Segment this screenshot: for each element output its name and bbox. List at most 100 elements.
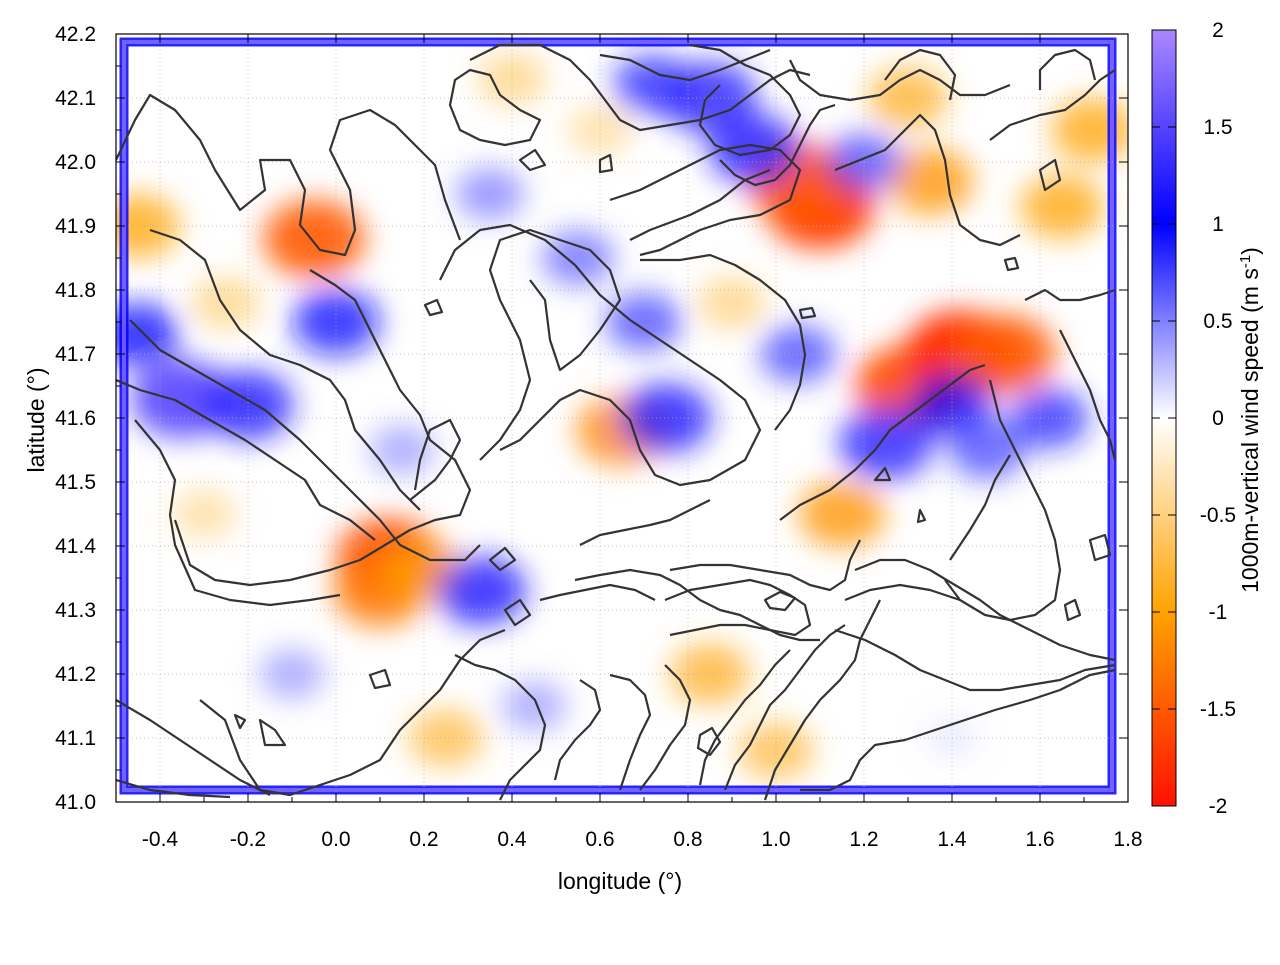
colorbar-label-end: ) [1237,247,1263,255]
x-tick-label: -0.2 [230,828,266,851]
terrain-contour [518,148,547,172]
terrain-contour [134,419,341,607]
terrain-contour [448,68,542,147]
field-feature [697,276,767,330]
field-feature [191,276,261,330]
field-feature [708,114,800,184]
colorbar-tick-label: -2 [1209,795,1228,818]
x-tick-label: 0.2 [409,828,438,851]
y-tick-label: 41.3 [55,599,96,622]
field-blobs [116,52,1128,780]
terrain-contour [173,269,472,587]
y-axis-label: latitude (°) [23,367,49,472]
field-feature [620,383,712,453]
x-tick-label: 0.6 [585,828,614,851]
x-tick-label: 1.4 [937,828,967,851]
terrain-contour [696,726,722,757]
x-tick-label: -0.4 [142,828,179,851]
terrain-contour [639,664,692,791]
terrain-contour [539,583,656,602]
colorbar-label-main: 1000m-vertical wind speed (m s [1237,268,1263,593]
terrain-contour [574,568,820,642]
terrain-contour [258,718,287,747]
field-feature [116,302,180,367]
y-tick-label: 41.7 [55,343,96,366]
terrain-contour [454,654,547,801]
terrain-contour [599,48,771,82]
x-tick-label: 1.6 [1025,828,1054,851]
colorbar-tick-label: 0 [1212,407,1224,430]
y-tick-label: 41.9 [55,215,96,238]
colorbar-tick-label: 0.5 [1203,310,1232,333]
terrain-contour [503,598,532,627]
field-feature [910,373,994,438]
terrain-contour [598,153,614,174]
colorbar-tick-label: 1.5 [1203,116,1232,139]
x-axis-label: longitude (°) [558,868,682,894]
terrain-contour [669,539,861,592]
x-tick-label: 0.0 [321,828,350,851]
terrain-contour [884,48,957,101]
x-tick-label: 0.4 [497,828,527,851]
terrain-contour [1038,48,1097,90]
terrain-contour [689,43,802,157]
terrain-contour [1038,158,1062,192]
field-feature [501,681,567,731]
x-tick-label: 0.8 [673,828,702,851]
terrain-contour [1003,256,1020,272]
terrain-contour [129,319,481,562]
field-feature [949,420,1026,480]
colorbar-label: 1000m-vertical wind speed (m s-1) [1237,247,1264,593]
field-feature [455,167,525,221]
colorbar-tick-label: 1 [1212,213,1224,236]
x-tick-label: 1.8 [1113,828,1142,851]
terrain-contour [629,168,771,241]
field-feature [670,643,750,705]
terrain-contour [698,649,791,786]
field-feature [606,292,682,352]
colorbar-ticks: 2 1.5 1 0.5 0 -0.5 -1 -1.5 -2 [1152,19,1236,818]
terrain-contour [479,228,622,461]
terrain-contour [579,499,711,546]
colorbar: 2 1.5 1 0.5 0 -0.5 -1 -1.5 -2 1000m-vertical win… [1151,19,1264,818]
terrain-contour [609,143,802,257]
terrain-contour [1024,288,1116,302]
terrain-contour [719,103,836,187]
colorbar-tick-label: -1.5 [1200,698,1236,721]
terrain-contour [149,228,421,511]
terrain-contour [116,699,271,796]
terrain-contour [800,668,1116,792]
terrain-contour [789,59,1011,102]
colorbar-label-sup: -1 [1237,255,1254,268]
terrain-contour [763,590,797,612]
terrain-contour [1059,329,1117,461]
boundary-frame-inner [122,40,1114,792]
terrain-contour [368,668,392,690]
terrain-contour [779,363,986,521]
colorbar-tick-label: 2 [1212,19,1224,42]
terrain-contour [873,466,892,482]
terrain-contour [763,599,881,801]
terrain-contour [423,298,444,317]
y-tick-label: 42.2 [55,23,96,46]
terrain-contour [834,113,1021,247]
terrain-contour [640,253,807,431]
terrain-contour [854,558,1116,662]
terrain-contour [916,508,927,524]
terrain-contour [199,628,506,797]
y-tick-label: 41.8 [55,279,96,302]
terrain-contour [609,673,652,791]
terrain-contour [798,306,817,320]
colorbar-tick-label: -0.5 [1200,504,1236,527]
colorbar-tick-label: -1 [1209,601,1228,624]
terrain-contour [989,69,1116,141]
field-feature [369,425,435,475]
field-feature [116,194,180,258]
field-feature [1051,98,1128,162]
field-feature [760,324,836,384]
y-tick-label: 41.0 [55,791,96,814]
y-tick-label: 41.6 [55,407,96,430]
terrain-contour [409,418,462,501]
field-feature [435,556,527,626]
